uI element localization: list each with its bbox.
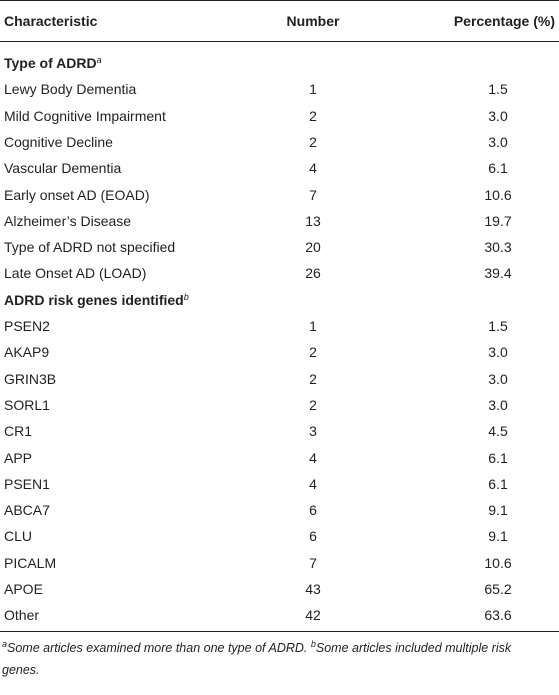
table-cell: 19.7 bbox=[484, 212, 512, 229]
table-cell: 4 bbox=[309, 475, 317, 492]
table-cell: CR1 bbox=[4, 423, 33, 440]
table-cell: PSEN1 bbox=[4, 475, 50, 492]
table-cell: 39.4 bbox=[484, 265, 512, 282]
table-cell: 2 bbox=[309, 133, 317, 150]
table-row: GRIN3B 2 3.0 bbox=[0, 366, 559, 392]
footnote-mark: a bbox=[96, 55, 102, 65]
table-row: PICALM 7 10.6 bbox=[0, 550, 559, 576]
footnote-mark: a bbox=[2, 638, 8, 649]
section-title-text: ADRD risk genes identified bbox=[4, 291, 184, 308]
table-cell: Lewy Body Dementia bbox=[4, 81, 137, 98]
table-cell: 3.0 bbox=[488, 107, 508, 124]
table-row: PSEN1 4 6.1 bbox=[0, 471, 559, 497]
table-cell: 20 bbox=[305, 239, 321, 256]
table-cell: 26 bbox=[305, 265, 321, 282]
table-row: PSEN2 1 1.5 bbox=[0, 313, 559, 339]
footnote-mark: b bbox=[183, 291, 189, 302]
table-cell: CLU bbox=[4, 528, 33, 545]
table-cell: 1.5 bbox=[488, 81, 508, 98]
table-cell: 6.1 bbox=[488, 475, 508, 492]
table-cell: 6 bbox=[309, 502, 317, 519]
table-row: Type of ADRD not specified 20 30.3 bbox=[0, 234, 559, 260]
footnote-text: Some articles included multiple risk gen… bbox=[2, 640, 512, 677]
table-row: Other 42 63.6 bbox=[0, 602, 559, 628]
table-cell: APP bbox=[4, 449, 33, 466]
table-cell: 63.6 bbox=[484, 607, 512, 624]
table-row: Alzheimer’s Disease 13 19.7 bbox=[0, 208, 559, 234]
table-cell: Alzheimer’s Disease bbox=[4, 212, 132, 229]
header-cell: Characteristic bbox=[4, 13, 98, 29]
table-cell: 3 bbox=[309, 423, 317, 440]
table-row: Early onset AD (EOAD) 7 10.6 bbox=[0, 182, 559, 208]
table-cell: 6 bbox=[309, 528, 317, 545]
section-title-text: Type of ADRD bbox=[4, 55, 97, 71]
footnote-mark: b bbox=[310, 638, 316, 649]
table-cell: Late Onset AD (LOAD) bbox=[4, 265, 147, 282]
table-cell: Type of ADRD not specified bbox=[4, 239, 176, 256]
header-cell: Percentage (%) bbox=[453, 13, 555, 29]
table-cell: 3.0 bbox=[488, 370, 508, 387]
table-cell: PICALM bbox=[4, 554, 57, 571]
table-cell: 1 bbox=[309, 81, 317, 98]
table-cell: 4.5 bbox=[488, 423, 508, 440]
table-row: CR1 3 4.5 bbox=[0, 418, 559, 444]
table-cell: APOE bbox=[4, 581, 43, 597]
table-row: APP 4 6.1 bbox=[0, 445, 559, 471]
table-cell: SORL1 bbox=[4, 396, 50, 413]
header-cell: Number bbox=[286, 13, 340, 29]
table-cell: 13 bbox=[305, 212, 321, 229]
table-cell: ABCA7 bbox=[4, 502, 50, 519]
table-cell: 6.1 bbox=[488, 449, 508, 466]
table-cell: 65.2 bbox=[484, 581, 512, 597]
footnote-text: Some articles examined more than one typ… bbox=[7, 640, 311, 655]
table-row: CLU 6 9.1 bbox=[0, 523, 559, 549]
table-row: APOE 43 65.2 bbox=[0, 576, 559, 602]
table-cell: 10.6 bbox=[484, 554, 512, 571]
table-cell: 10.6 bbox=[484, 186, 512, 203]
table-row: AKAP9 2 3.0 bbox=[0, 339, 559, 365]
header-row: Characteristic Number Percentage (%) bbox=[0, 0, 559, 42]
table-row: ABCA7 6 9.1 bbox=[0, 497, 559, 523]
section-row: ADRD risk genes identifiedb bbox=[0, 287, 559, 313]
table-cell: 1.5 bbox=[488, 318, 508, 334]
table-row: Vascular Dementia 4 6.1 bbox=[0, 155, 559, 181]
table-cell: 9.1 bbox=[488, 502, 508, 519]
table-cell: 3.0 bbox=[488, 344, 508, 361]
table-cell: 2 bbox=[309, 344, 317, 361]
table-row: Late Onset AD (LOAD) 26 39.4 bbox=[0, 260, 559, 286]
table-row: Mild Cognitive Impairment 2 3.0 bbox=[0, 103, 559, 129]
table-cell: 6.1 bbox=[488, 160, 508, 177]
table-cell: 43 bbox=[305, 581, 321, 597]
table-cell: 3.0 bbox=[488, 396, 508, 413]
table-cell: Early onset AD (EOAD) bbox=[4, 186, 150, 203]
table-row: Cognitive Decline 2 3.0 bbox=[0, 129, 559, 155]
table-cell: 2 bbox=[309, 370, 317, 387]
table-cell: 7 bbox=[309, 554, 317, 571]
table-cell: 42 bbox=[305, 607, 321, 624]
table-cell: 9.1 bbox=[488, 528, 508, 545]
table-cell: 2 bbox=[309, 107, 317, 124]
table-cell: PSEN2 bbox=[4, 318, 50, 334]
table-cell: 3.0 bbox=[488, 133, 508, 150]
table-cell: Cognitive Decline bbox=[4, 133, 113, 150]
table-cell: 7 bbox=[309, 186, 317, 203]
table-cell: Vascular Dementia bbox=[4, 160, 122, 177]
table-cell: AKAP9 bbox=[4, 344, 50, 361]
bottom-rule bbox=[0, 630, 559, 632]
table-cell: 30.3 bbox=[484, 239, 512, 256]
table-cell: 4 bbox=[309, 160, 317, 177]
table-cell: 2 bbox=[309, 396, 317, 413]
table-cell: 1 bbox=[309, 318, 317, 334]
section-title: Type of ADRDa bbox=[4, 50, 102, 76]
table-row: SORL1 2 3.0 bbox=[0, 392, 559, 418]
table-row: Lewy Body Dementia 1 1.5 bbox=[0, 76, 559, 102]
section-title: ADRD risk genes identifiedb bbox=[4, 287, 189, 313]
section-row: Type of ADRDa bbox=[0, 50, 559, 76]
table-cell: Mild Cognitive Impairment bbox=[4, 107, 166, 124]
table-cell: 4 bbox=[309, 449, 317, 466]
table-cell: Other bbox=[4, 607, 40, 624]
footnote: aSome articles examined more than one ty… bbox=[2, 637, 552, 681]
table-cell: GRIN3B bbox=[4, 370, 57, 387]
